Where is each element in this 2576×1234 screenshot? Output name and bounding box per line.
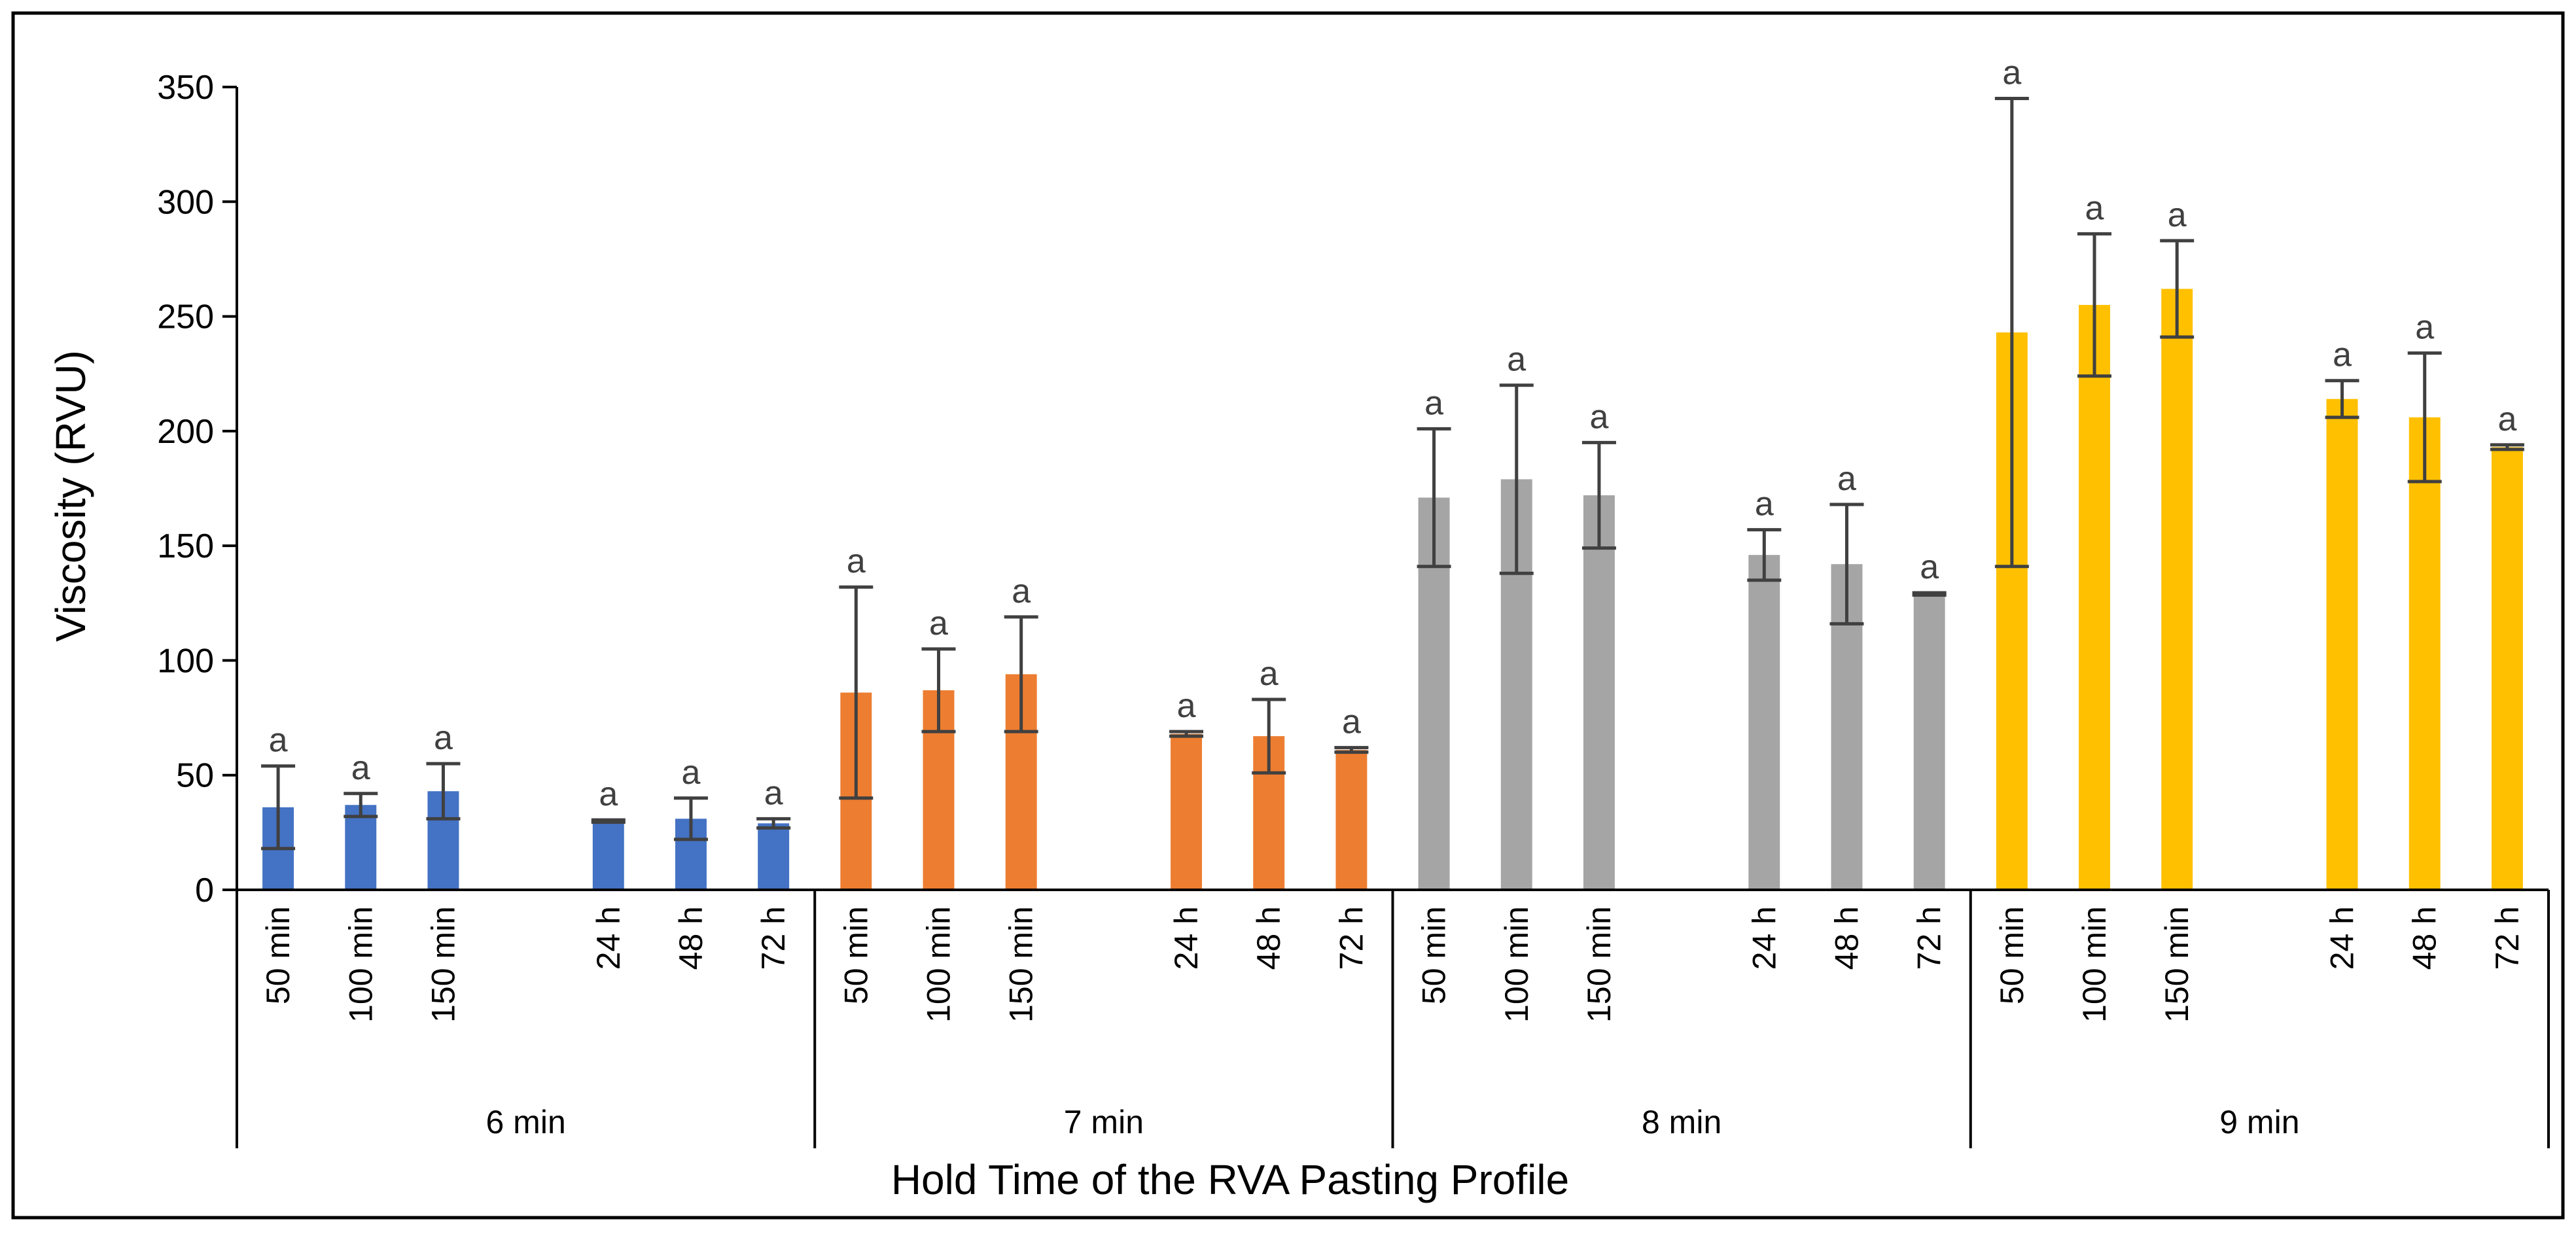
significance-letter: a — [2002, 54, 2021, 92]
y-tick-label: 200 — [157, 413, 214, 451]
bar — [758, 823, 790, 890]
significance-letter: a — [1507, 341, 1526, 379]
category-label: 72 h — [1333, 906, 1369, 970]
category-label: 50 min — [1416, 906, 1453, 1004]
y-tick-label: 300 — [157, 183, 214, 221]
y-tick-label: 50 — [176, 757, 214, 795]
significance-letter: a — [2168, 196, 2187, 234]
bar — [592, 820, 624, 890]
category-label: 150 min — [425, 906, 461, 1023]
category-label: 100 min — [921, 906, 957, 1023]
significance-letter: a — [2085, 189, 2104, 227]
significance-letter: a — [847, 542, 866, 580]
significance-letter: a — [1755, 485, 1774, 523]
significance-letter: a — [2333, 336, 2352, 374]
y-axis: 0 50 100 150 200 250 300 350 — [157, 69, 238, 909]
category-label: 50 min — [838, 906, 874, 1004]
significance-letter: a — [1589, 398, 1608, 436]
category-label: 150 min — [1003, 906, 1040, 1023]
bar — [2326, 398, 2358, 890]
category-label: 24 h — [2324, 906, 2361, 970]
significance-letter: a — [1424, 384, 1443, 422]
category-label: 100 min — [1498, 906, 1535, 1023]
category-label: 48 h — [2407, 906, 2443, 970]
bar — [2161, 289, 2193, 890]
significance-letter: a — [351, 749, 370, 787]
bar — [1913, 593, 1945, 890]
category-label: 72 h — [2489, 906, 2526, 970]
bar — [1748, 555, 1780, 890]
group-label: 6 min — [485, 1104, 565, 1140]
error-bars-layer — [261, 97, 2524, 851]
category-label: 72 h — [1911, 906, 1948, 970]
category-label: 100 min — [342, 906, 379, 1023]
bar — [1583, 495, 1615, 890]
group-label: 7 min — [1064, 1104, 1144, 1140]
significance-letter: a — [1177, 687, 1196, 725]
category-label: 24 h — [1746, 906, 1782, 970]
category-label: 150 min — [1581, 906, 1617, 1023]
significance-letter: a — [1012, 573, 1031, 610]
bar — [1171, 733, 1203, 890]
category-label: 72 h — [755, 906, 792, 970]
category-label: 48 h — [673, 906, 709, 970]
bar — [2491, 447, 2523, 890]
significance-letter: a — [1920, 548, 1939, 586]
bar — [2079, 305, 2110, 890]
significance-letter: a — [682, 754, 701, 792]
category-label: 50 min — [260, 906, 296, 1004]
category-label: 100 min — [2076, 906, 2113, 1023]
significance-letter: a — [599, 775, 618, 813]
category-label: 150 min — [2159, 906, 2195, 1023]
group-label: 9 min — [2219, 1104, 2299, 1140]
significance-letter: a — [764, 774, 783, 812]
significance-letter: a — [1342, 703, 1361, 741]
bar — [1335, 750, 1367, 890]
significance-letter: a — [2497, 400, 2516, 438]
x-axis-title: Hold Time of the RVA Pasting Profile — [891, 1156, 1569, 1203]
significance-letter: a — [434, 719, 453, 757]
x-axis: 50 min 100 min 150 min 24 h 48 h 72 h 6 min 50 … — [236, 889, 2550, 1148]
significance-letter: a — [929, 605, 948, 643]
category-label: 48 h — [1250, 906, 1287, 970]
category-label: 24 h — [1168, 906, 1205, 970]
significance-letter: a — [1837, 460, 1856, 498]
bar — [2408, 417, 2441, 890]
y-tick-label: 250 — [157, 298, 214, 336]
y-tick-label: 0 — [195, 872, 214, 909]
chart-border — [11, 11, 2565, 1220]
significance-letter: a — [2415, 309, 2434, 347]
y-axis-title: Viscosity (RVU) — [47, 350, 94, 642]
y-tick-label: 150 — [157, 527, 214, 565]
y-tick-label: 100 — [157, 642, 214, 680]
significance-letter: a — [1260, 655, 1279, 693]
significance-letter: a — [269, 722, 288, 760]
bar — [345, 805, 377, 890]
category-label: 24 h — [590, 906, 627, 970]
category-label: 50 min — [1994, 906, 2030, 1004]
y-tick-label: 350 — [157, 69, 214, 107]
significance-labels-layer: a a a a a a a a a a a a a a a a a a a a a a a a — [269, 54, 2517, 814]
group-label: 8 min — [1642, 1104, 1721, 1140]
category-label: 48 h — [1828, 906, 1865, 970]
